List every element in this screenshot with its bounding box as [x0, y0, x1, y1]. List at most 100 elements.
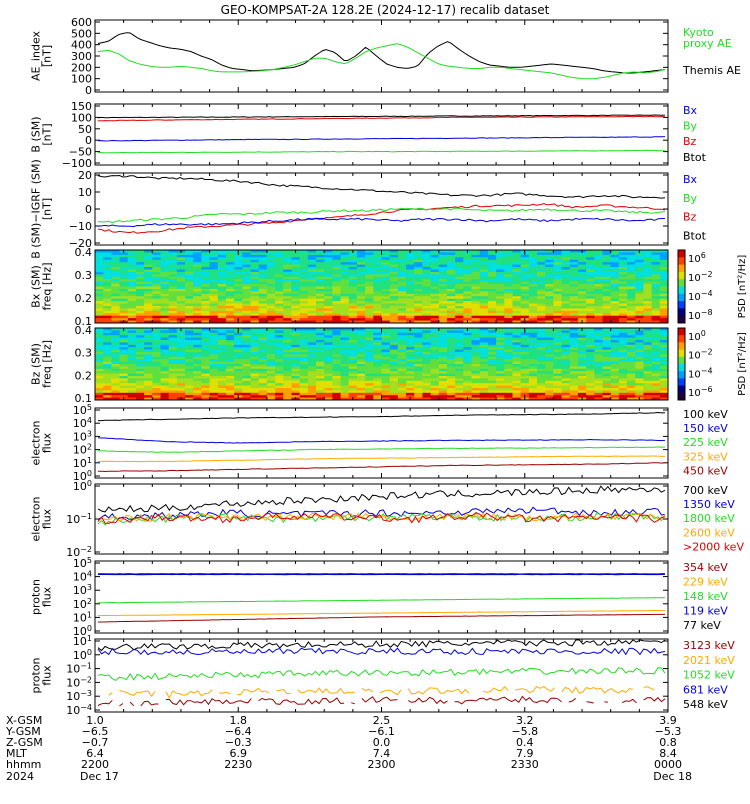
spectrogram-cell [586, 338, 595, 341]
spectrogram-cell [562, 269, 571, 272]
spectrogram-cell [504, 279, 513, 282]
spectrogram-cell [578, 296, 587, 299]
spectrogram-cell [570, 318, 579, 321]
spectrogram-cell [341, 257, 350, 260]
spectrogram-cell [283, 306, 292, 309]
spectrogram-cell [226, 291, 235, 294]
spectrogram-cell [422, 369, 431, 372]
spectrogram-cell [652, 277, 661, 280]
spectrogram-cell [439, 333, 448, 336]
spectrogram-cell [619, 340, 628, 343]
spectrogram-cell [120, 255, 129, 258]
spectrogram-cell [611, 304, 620, 307]
spectrogram-cell [308, 252, 317, 255]
spectrogram-cell [308, 359, 317, 362]
spectrogram-cell [193, 279, 202, 282]
spectrogram-cell [562, 364, 571, 367]
spectrogram-cell [234, 345, 243, 348]
spectrogram-cell [193, 272, 202, 275]
spectrogram-cell [398, 378, 407, 381]
spectrogram-cell [455, 279, 464, 282]
spectrogram-cell [553, 287, 562, 290]
spectrogram-cell [422, 274, 431, 277]
spectrogram-cell [627, 354, 636, 357]
spectrogram-cell [349, 354, 358, 357]
spectrogram-cell [496, 294, 505, 297]
spectrogram-cell [120, 347, 129, 350]
spectrogram-cell [234, 357, 243, 360]
spectrogram-cell [308, 342, 317, 345]
spectrogram-cell [283, 272, 292, 275]
spectrogram-cell [300, 347, 309, 350]
spectrogram-cell [144, 318, 153, 321]
spectrogram-cell [357, 274, 366, 277]
spectrogram-cell [210, 395, 219, 398]
spectrogram-cell [242, 306, 251, 309]
spectrogram-cell [414, 299, 423, 302]
spectrogram-cell [578, 347, 587, 350]
spectrogram-cell [152, 257, 161, 260]
spectrogram-cell [152, 354, 161, 357]
spectrogram-cell [586, 289, 595, 292]
spectrogram-cell [341, 369, 350, 372]
spectrogram-cell [652, 287, 661, 290]
colorbar-swatch [678, 364, 685, 372]
spectrogram-cell [226, 383, 235, 386]
spectrogram-cell [611, 272, 620, 275]
spectrogram-cell [455, 378, 464, 381]
spectrogram-cell [341, 318, 350, 321]
spectrogram-cell [382, 255, 391, 258]
spectrogram-cell [635, 291, 644, 294]
spectrogram-cell [382, 340, 391, 343]
spectrogram-cell [234, 364, 243, 367]
spectrogram-cell [357, 352, 366, 355]
spectrogram-cell [177, 359, 186, 362]
spectrogram-cell [398, 388, 407, 391]
spectrogram-cell [603, 383, 612, 386]
spectrogram-cell [267, 267, 276, 270]
spectrogram-cell [177, 383, 186, 386]
spectrogram-cell [291, 294, 300, 297]
spectrogram-cell [291, 340, 300, 343]
spectrogram-cell [283, 313, 292, 316]
spectrogram-cell [496, 257, 505, 260]
spectrogram-cell [357, 371, 366, 374]
spectrogram-cell [349, 371, 358, 374]
spectrogram-cell [512, 318, 521, 321]
spectrogram-cell [447, 359, 456, 362]
spectrogram-cell [160, 311, 169, 314]
spectrogram-cell [390, 265, 399, 268]
spectrogram-cell [439, 352, 448, 355]
spectrogram-cell [447, 291, 456, 294]
spectrogram-cell [398, 335, 407, 338]
spectrogram-cell [472, 306, 481, 309]
spectrogram-cell [643, 347, 652, 350]
spectrogram-cell [553, 267, 562, 270]
spectrogram-cell [152, 350, 161, 353]
spectrogram-cell [431, 350, 440, 353]
spectrogram-cell [439, 265, 448, 268]
spectrogram-cell [291, 316, 300, 319]
spectrogram-cell [545, 313, 554, 316]
spectrogram-cell [185, 378, 194, 381]
spectrogram-cell [169, 338, 178, 341]
spectrogram-cell [480, 318, 489, 321]
spectrogram-cell [414, 347, 423, 350]
spectrogram-cell [570, 374, 579, 377]
spectrogram-cell [390, 262, 399, 265]
spectrogram-cell [234, 294, 243, 297]
spectrogram-cell [218, 277, 227, 280]
spectrogram-cell [447, 294, 456, 297]
spectrogram-cell [422, 299, 431, 302]
spectrogram-cell [619, 342, 628, 345]
spectrogram-cell [447, 272, 456, 275]
spectrogram-cell [521, 255, 530, 258]
spectrogram-cell [390, 311, 399, 314]
spectrogram-cell [406, 269, 415, 272]
spectrogram-cell [128, 357, 137, 360]
spectrogram-cell [611, 294, 620, 297]
spectrogram-cell [619, 304, 628, 307]
spectrogram-cell [283, 257, 292, 260]
spectrogram-cell [398, 291, 407, 294]
spectrogram-cell [529, 366, 538, 369]
